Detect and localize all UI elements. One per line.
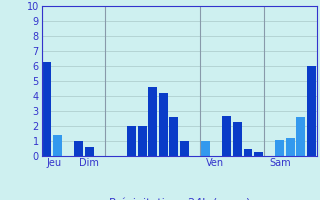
Bar	[244, 148, 252, 156]
Text: Jeu: Jeu	[47, 158, 62, 168]
Bar	[286, 138, 295, 156]
Bar	[148, 87, 157, 156]
Text: Précipitations 24h ( mm ): Précipitations 24h ( mm )	[108, 198, 250, 200]
Bar	[169, 117, 179, 156]
Bar	[180, 141, 189, 156]
Bar	[127, 126, 136, 156]
Bar	[275, 140, 284, 156]
Bar	[233, 121, 242, 156]
Bar	[53, 135, 62, 156]
Bar	[254, 152, 263, 156]
Bar	[222, 116, 231, 156]
Text: Sam: Sam	[269, 158, 291, 168]
Bar	[74, 141, 83, 156]
Bar	[42, 62, 52, 156]
Bar	[85, 147, 94, 156]
Bar	[138, 126, 147, 156]
Bar	[296, 117, 305, 156]
Bar	[159, 93, 168, 156]
Bar	[307, 66, 316, 156]
Text: Dim: Dim	[79, 158, 99, 168]
Text: Ven: Ven	[206, 158, 224, 168]
Bar	[201, 141, 210, 156]
